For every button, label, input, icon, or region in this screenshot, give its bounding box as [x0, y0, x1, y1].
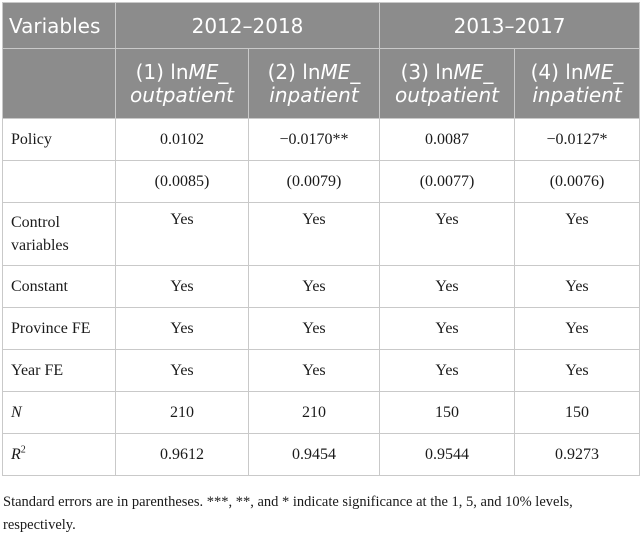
r-squared-exponent: 2 [20, 444, 26, 456]
table-cell: Yes [115, 307, 249, 350]
period-header-2012-2018: 2012–2018 [114, 2, 381, 49]
row-label: N [2, 391, 116, 434]
table-row-province-fe: Province FE Yes Yes Yes Yes [2, 307, 641, 350]
table-cell: −0.0170** [247, 118, 381, 161]
table-cell: Yes [247, 307, 381, 350]
row-label: Control variables [2, 202, 116, 266]
table-cell: Yes [115, 202, 249, 266]
table-cell: 150 [514, 391, 641, 434]
table-cell: Yes [514, 265, 641, 308]
table-cell: (0.0077) [379, 160, 516, 203]
table-cell: Yes [247, 349, 381, 392]
table-cell: Yes [514, 202, 641, 266]
variables-header: Variables [2, 2, 116, 49]
row-label: Province FE [2, 307, 116, 350]
row-label: R2 [2, 433, 116, 476]
table-row-r-squared: R2 0.9612 0.9454 0.9544 0.9273 [2, 433, 641, 476]
column-header-2: (2) lnME_ inpatient [247, 48, 381, 119]
table-cell: −0.0127* [514, 118, 641, 161]
table-cell: (0.0076) [514, 160, 641, 203]
r-squared-symbol: R [11, 446, 21, 463]
table-row-control-variables: Control variables Yes Yes Yes Yes [2, 202, 641, 266]
row-label [2, 160, 116, 203]
table-cell: Yes [115, 265, 249, 308]
row-label: Constant [2, 265, 116, 308]
table-row-standard-errors: (0.0085) (0.0079) (0.0077) (0.0076) [2, 160, 641, 203]
table-cell: Yes [514, 349, 641, 392]
table-cell: 150 [379, 391, 516, 434]
row-label: Year FE [2, 349, 116, 392]
table-cell: (0.0085) [115, 160, 249, 203]
table-cell: 0.0102 [115, 118, 249, 161]
table-cell: Yes [247, 202, 381, 266]
results-table: Variables 2012–2018 2013–2017 (1) lnME_ o… [2, 2, 641, 476]
table-row-n: N 210 210 150 150 [2, 391, 641, 434]
table-row-policy: Policy 0.0102 −0.0170** 0.0087 −0.0127* [2, 118, 641, 161]
table-cell: Yes [115, 349, 249, 392]
table-row-year-fe: Year FE Yes Yes Yes Yes [2, 349, 641, 392]
table-cell: 0.9612 [115, 433, 249, 476]
column-header-1: (1) lnME_ outpatient [115, 48, 249, 119]
table-cell: Yes [379, 202, 516, 266]
column-header-4: (4) lnME_ inpatient [514, 48, 641, 119]
table-cell: 210 [247, 391, 381, 434]
table-cell: 0.9454 [247, 433, 381, 476]
row-label: Policy [2, 118, 116, 161]
table-cell: 0.0087 [379, 118, 516, 161]
table-cell: (0.0079) [247, 160, 381, 203]
table-cell: 0.9273 [514, 433, 641, 476]
table-cell: Yes [379, 307, 516, 350]
table-row-constant: Constant Yes Yes Yes Yes [2, 265, 641, 308]
table-cell: Yes [379, 349, 516, 392]
table-cell: Yes [514, 307, 641, 350]
table-cell: Yes [379, 265, 516, 308]
table-cell: Yes [247, 265, 381, 308]
empty-header-cell [2, 48, 116, 119]
column-header-3: (3) lnME_ outpatient [379, 48, 516, 119]
table-cell: 0.9544 [379, 433, 516, 476]
table-cell: 210 [115, 391, 249, 434]
table-footnote: Standard errors are in parentheses. ***,… [3, 494, 573, 533]
period-header-2013-2017: 2013–2017 [379, 2, 641, 49]
